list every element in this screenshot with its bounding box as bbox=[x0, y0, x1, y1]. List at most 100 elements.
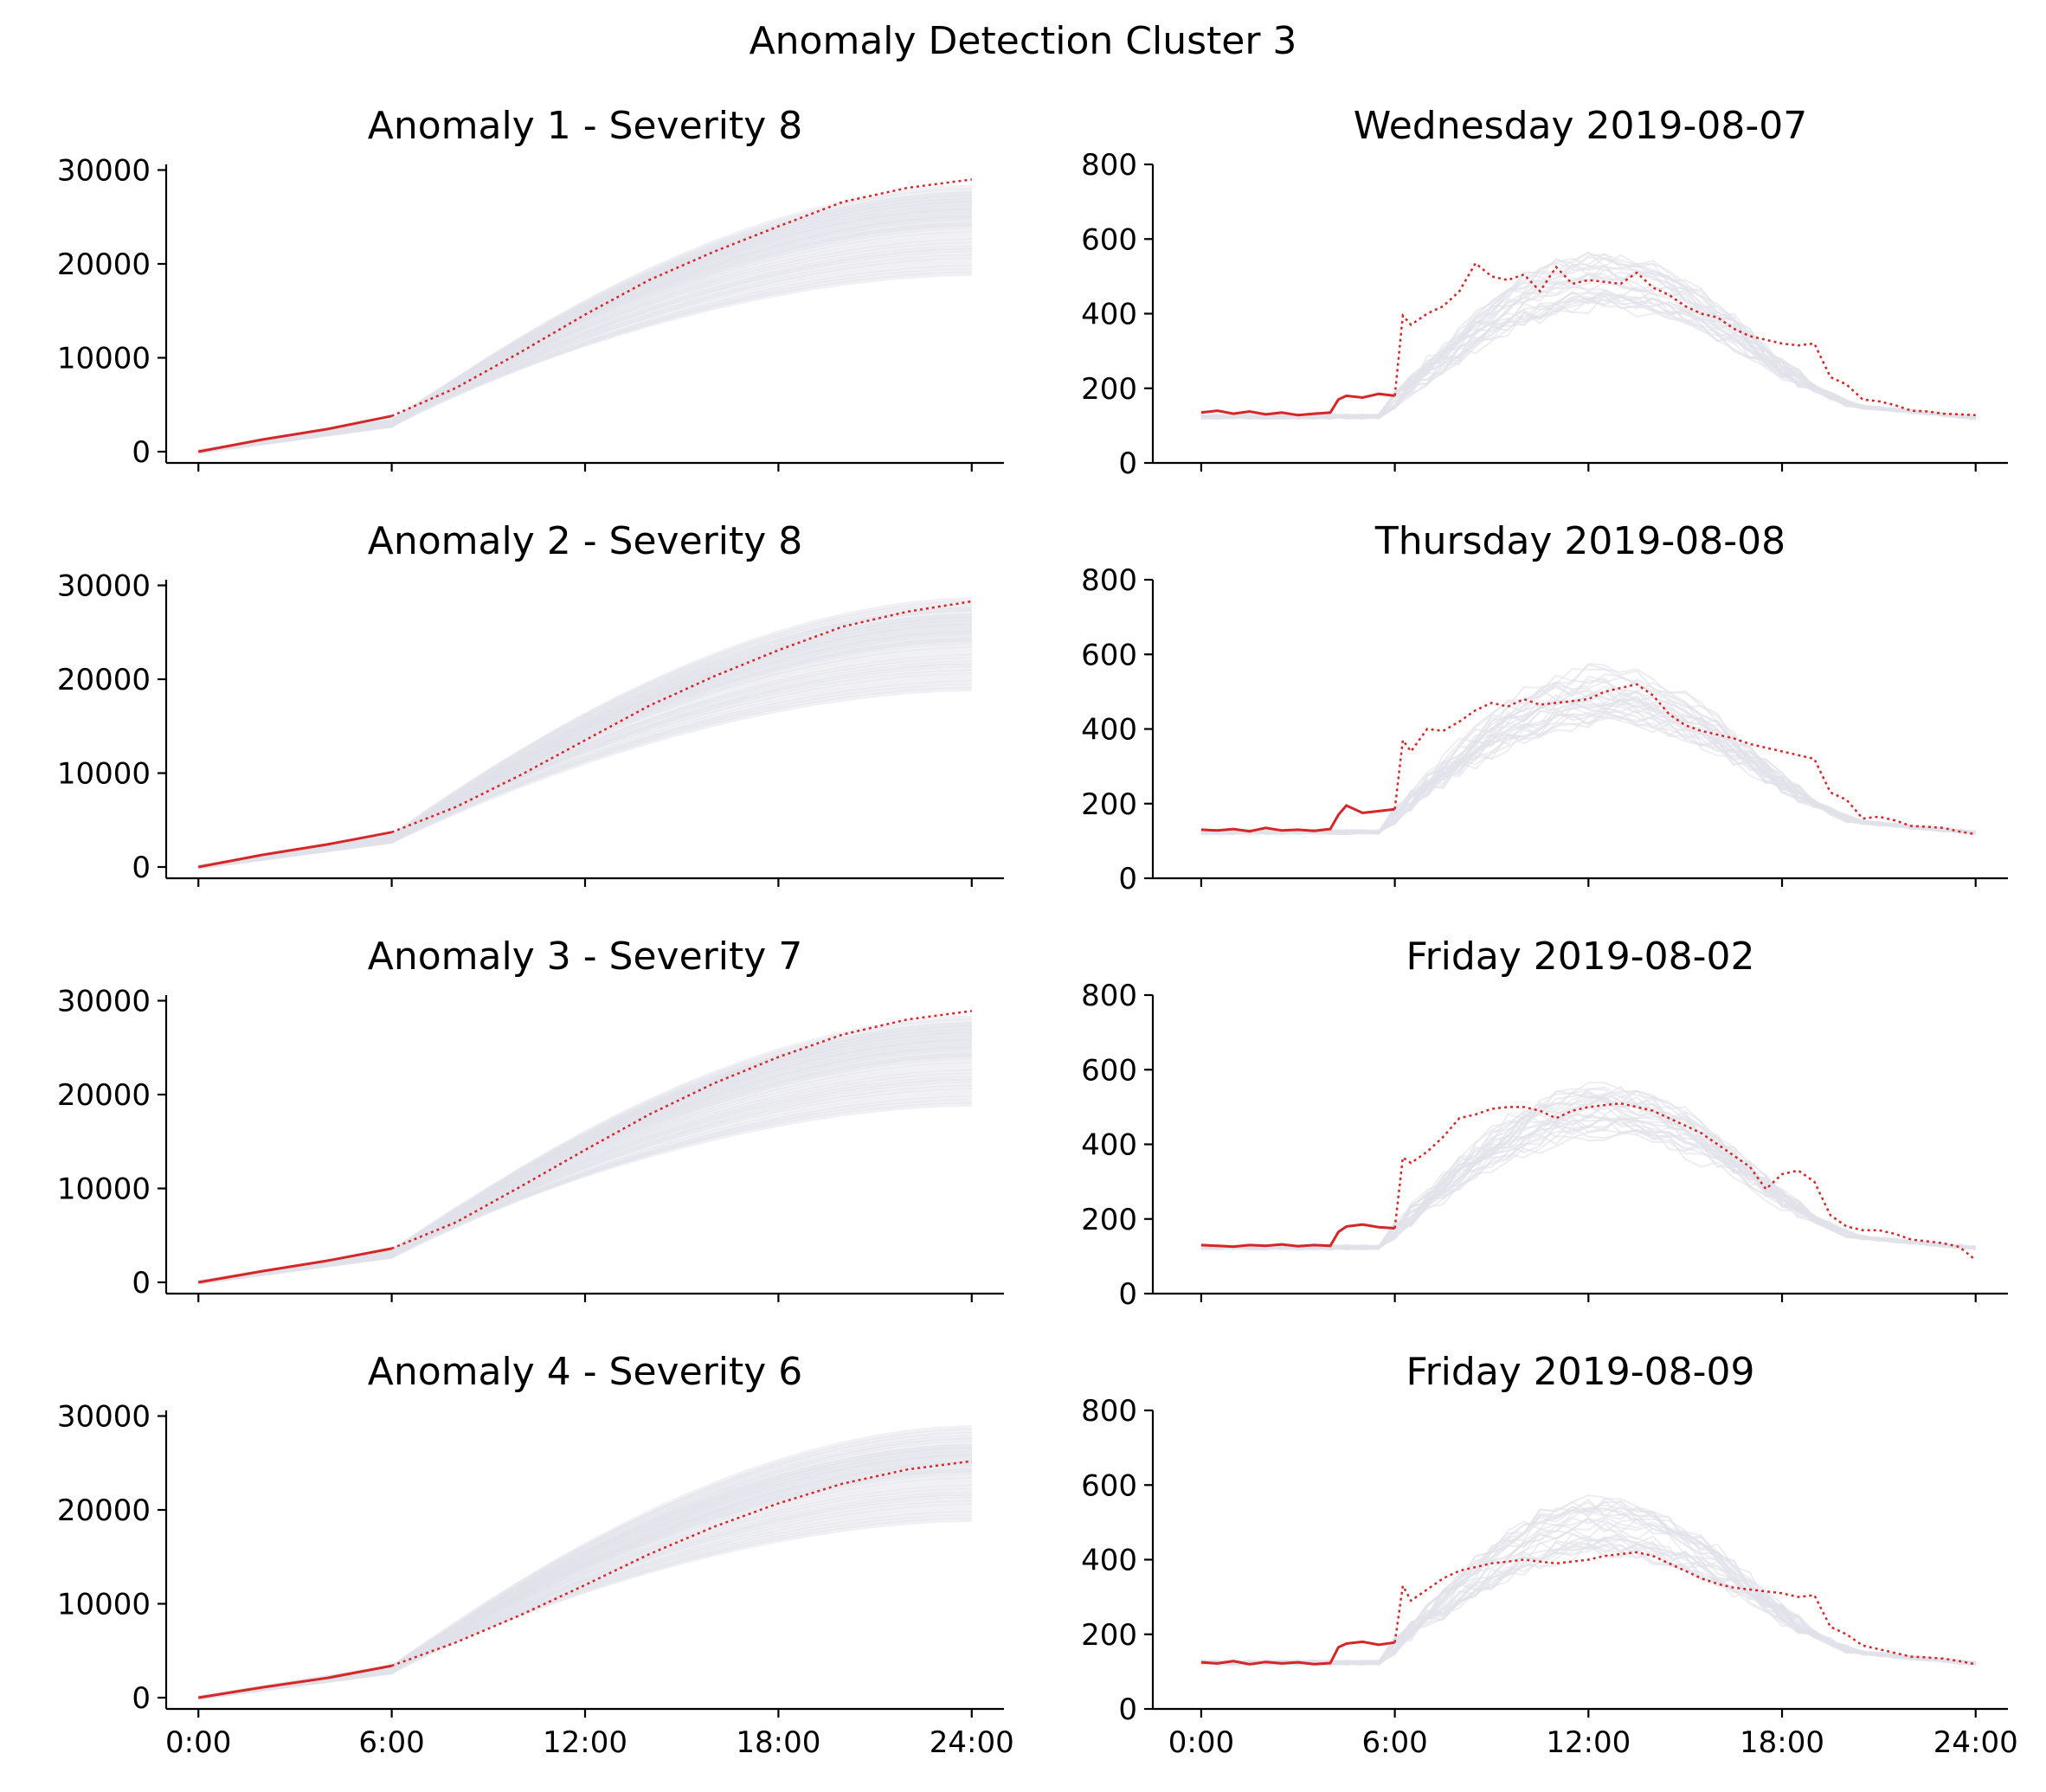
background-series-line bbox=[197, 215, 972, 454]
background-series-line bbox=[1200, 264, 1976, 421]
background-series-line bbox=[197, 638, 972, 870]
background-series-line bbox=[1200, 295, 1976, 421]
background-series-line bbox=[1200, 690, 1976, 836]
y-tick-label: 30000 bbox=[57, 1400, 151, 1435]
background-series-line bbox=[1200, 272, 1976, 421]
background-series-line bbox=[197, 201, 972, 454]
background-series-line bbox=[1200, 1538, 1976, 1667]
background-series-line bbox=[1200, 1532, 1976, 1667]
background-series-line bbox=[1200, 711, 1976, 835]
background-series-line bbox=[1200, 1545, 1976, 1667]
background-series-line bbox=[197, 624, 972, 870]
background-series-line bbox=[1200, 1096, 1976, 1250]
background-series-line bbox=[197, 194, 972, 454]
background-series-line bbox=[197, 628, 972, 870]
background-series-line bbox=[1200, 256, 1976, 419]
background-series-line bbox=[1200, 1081, 1976, 1250]
background-series-line bbox=[197, 247, 972, 454]
background-series-line bbox=[197, 1062, 972, 1285]
background-series-line bbox=[197, 1447, 972, 1700]
y-tick-label: 20000 bbox=[57, 1493, 151, 1528]
background-series-line bbox=[197, 205, 972, 454]
background-series-line bbox=[197, 208, 972, 454]
background-series-line bbox=[1200, 706, 1976, 836]
background-series-group bbox=[1200, 1493, 1976, 1667]
y-tick-label: 0 bbox=[1118, 1277, 1137, 1312]
y-tick-label: 10000 bbox=[57, 1172, 151, 1206]
background-series-line bbox=[1200, 703, 1976, 835]
x-tick-label: 18:00 bbox=[736, 1725, 820, 1760]
background-series-line bbox=[1200, 1127, 1976, 1251]
background-series-line bbox=[197, 1084, 972, 1285]
y-tick-label: 20000 bbox=[57, 1078, 151, 1113]
background-series-line bbox=[197, 1099, 972, 1285]
background-series-line bbox=[1200, 253, 1976, 420]
background-series-line bbox=[197, 1051, 972, 1285]
background-series-line bbox=[1200, 712, 1976, 835]
background-series-line bbox=[1200, 1522, 1976, 1667]
y-tick-label: 0 bbox=[132, 1681, 151, 1716]
background-series-line bbox=[197, 1058, 972, 1285]
subplot-title: Friday 2019-08-09 bbox=[1406, 1350, 1754, 1394]
anomaly-series-forecast bbox=[1393, 261, 1976, 417]
background-series-line bbox=[1200, 1499, 1976, 1666]
background-series-line bbox=[197, 215, 972, 454]
subplot-4: 0 200 400 600 800 Thursday 2019-08-08 bbox=[1081, 519, 2008, 896]
anomaly-series-observed bbox=[1200, 1640, 1395, 1666]
y-tick-label: 400 bbox=[1081, 1128, 1137, 1163]
background-series-line bbox=[197, 231, 972, 454]
background-series-group bbox=[197, 184, 972, 454]
background-series-line bbox=[1200, 697, 1976, 836]
background-series-line bbox=[1200, 701, 1976, 834]
background-series-line bbox=[197, 627, 972, 870]
background-series-line bbox=[197, 609, 972, 870]
background-series-line bbox=[1200, 703, 1976, 835]
background-series-line bbox=[1200, 673, 1976, 835]
background-series-line bbox=[197, 221, 972, 454]
background-series-line bbox=[1200, 1538, 1976, 1667]
y-tick-label: 0 bbox=[132, 1266, 151, 1301]
background-series-line bbox=[1200, 1507, 1976, 1666]
x-tick-label: 6:00 bbox=[1361, 1725, 1427, 1760]
subplot-6: 0 200 400 600 800 Friday 2019-08-02 bbox=[1081, 935, 2008, 1312]
anomaly-series-observed bbox=[1200, 392, 1395, 417]
background-series-line bbox=[197, 1050, 972, 1285]
background-series-line bbox=[1200, 1493, 1976, 1667]
background-series-line bbox=[197, 1511, 972, 1700]
background-series-line bbox=[197, 228, 972, 454]
anomaly-series-forecast bbox=[1393, 1551, 1976, 1666]
background-series-line bbox=[197, 603, 972, 870]
background-series-line bbox=[197, 636, 972, 870]
background-series-line bbox=[197, 1461, 972, 1700]
background-series-line bbox=[197, 1425, 972, 1700]
background-series-line bbox=[197, 251, 972, 454]
y-tick-label: 0 bbox=[1118, 862, 1137, 896]
background-series-line bbox=[1200, 712, 1976, 835]
background-series-line bbox=[1200, 1094, 1976, 1251]
background-series-line bbox=[197, 194, 972, 454]
background-series-line bbox=[197, 235, 972, 454]
subplot-title: Thursday 2019-08-08 bbox=[1374, 519, 1785, 563]
background-series-line bbox=[1200, 290, 1976, 421]
background-series-line bbox=[1200, 1114, 1976, 1251]
y-tick-label: 20000 bbox=[57, 663, 151, 697]
background-series-line bbox=[1200, 1500, 1976, 1665]
background-series-line bbox=[197, 631, 972, 870]
background-series-line bbox=[1200, 289, 1976, 420]
y-tick-label: 200 bbox=[1081, 1618, 1137, 1653]
background-series-group bbox=[1200, 1081, 1976, 1251]
y-tick-label: 0 bbox=[1118, 1692, 1137, 1727]
background-series-line bbox=[197, 1072, 972, 1285]
background-series-line bbox=[197, 1092, 972, 1285]
background-series-line bbox=[1200, 257, 1976, 421]
anomaly-series-observed bbox=[197, 414, 392, 453]
background-series-line bbox=[1200, 272, 1976, 421]
x-tick-label: 12:00 bbox=[543, 1725, 627, 1760]
anomaly-series-forecast bbox=[1393, 1102, 1977, 1262]
y-tick-label: 30000 bbox=[57, 569, 151, 604]
background-series-line bbox=[197, 1076, 972, 1285]
background-series-line bbox=[1200, 270, 1976, 420]
subplot-title: Friday 2019-08-02 bbox=[1406, 935, 1754, 979]
background-series-line bbox=[197, 1022, 972, 1285]
anomaly-series-observed bbox=[1200, 1223, 1395, 1249]
